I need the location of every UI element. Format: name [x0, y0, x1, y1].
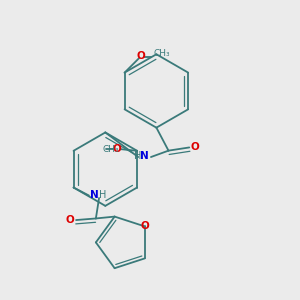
Text: CH₃: CH₃: [103, 145, 119, 154]
Text: N: N: [140, 152, 149, 161]
Text: O: O: [113, 144, 122, 154]
Text: O: O: [66, 215, 75, 225]
Text: O: O: [141, 221, 149, 231]
Text: CH₃: CH₃: [153, 49, 170, 58]
Text: O: O: [136, 51, 145, 61]
Text: O: O: [190, 142, 200, 152]
Text: H: H: [134, 152, 141, 161]
Text: N: N: [90, 190, 99, 200]
Text: H: H: [99, 190, 106, 200]
